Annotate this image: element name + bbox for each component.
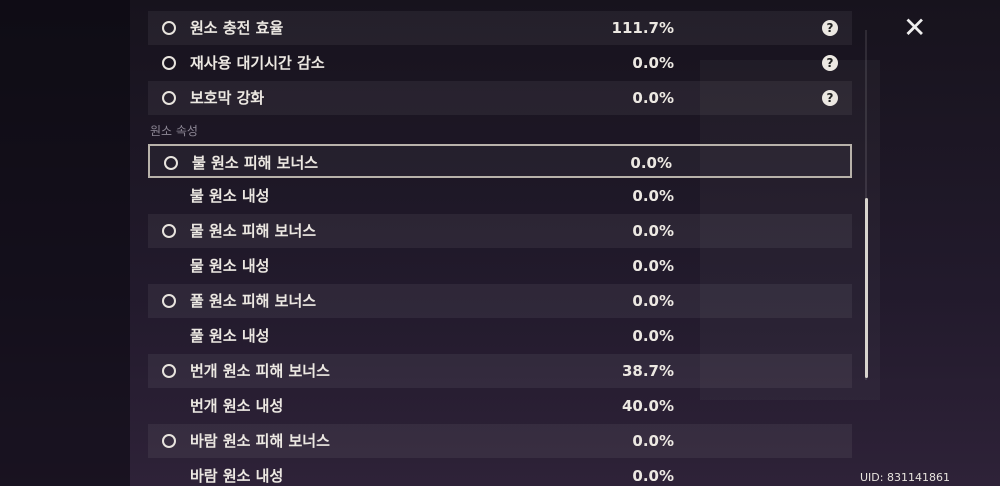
stat-row[interactable]: 물 원소 내성 0.0% (148, 249, 852, 283)
stat-row[interactable]: 풀 원소 피해 보너스 0.0% (148, 284, 852, 318)
stat-icon (162, 364, 176, 378)
stat-value: 0.0% (632, 257, 674, 275)
stat-icon (162, 434, 176, 448)
help-button[interactable]: ? (822, 55, 838, 71)
stat-row[interactable]: 물 원소 피해 보너스 0.0% (148, 214, 852, 248)
stat-row[interactable]: 재사용 대기시간 감소 0.0%? (148, 46, 852, 80)
stat-row[interactable]: 번개 원소 내성 40.0% (148, 389, 852, 423)
stat-label: 물 원소 피해 보너스 (190, 222, 317, 240)
stat-row[interactable]: 불 원소 피해 보너스 0.0% (148, 144, 852, 178)
stat-value: 0.0% (632, 54, 674, 72)
stat-row[interactable]: 바람 원소 내성 0.0% (148, 459, 852, 486)
stat-label: 풀 원소 피해 보너스 (190, 292, 317, 310)
stat-label: 바람 원소 내성 (190, 467, 284, 485)
stat-icon (162, 91, 176, 105)
stat-icon (162, 56, 176, 70)
stat-label: 불 원소 내성 (190, 187, 270, 205)
stat-label: 불 원소 피해 보너스 (192, 154, 319, 172)
stat-label: 풀 원소 내성 (190, 327, 270, 345)
side-menu (0, 0, 130, 486)
stat-row[interactable]: 불 원소 내성 0.0% (148, 179, 852, 213)
close-button[interactable]: ✕ (903, 11, 927, 44)
stat-value: 0.0% (632, 327, 674, 345)
stat-label: 번개 원소 피해 보너스 (190, 362, 330, 380)
stat-value: 0.0% (630, 154, 672, 172)
stat-value: 0.0% (632, 467, 674, 485)
stat-label: 물 원소 내성 (190, 257, 270, 275)
help-button[interactable]: ? (822, 90, 838, 106)
stat-value: 38.7% (621, 362, 674, 380)
stat-label: 원소 충전 효율 (190, 19, 284, 37)
stat-label: 재사용 대기시간 감소 (190, 54, 325, 72)
stat-icon (162, 294, 176, 308)
uid: UID: 831141861 (860, 471, 950, 484)
stat-label: 바람 원소 피해 보너스 (190, 432, 330, 450)
stat-value: 111.7% (611, 19, 674, 37)
stat-label: 보호막 강화 (190, 89, 265, 107)
stat-row[interactable]: 번개 원소 피해 보너스 38.7% (148, 354, 852, 388)
stat-icon (162, 224, 176, 238)
stat-row[interactable]: 보호막 강화 0.0%? (148, 81, 852, 115)
stat-value: 0.0% (632, 432, 674, 450)
stat-value: 40.0% (621, 397, 674, 415)
stat-label: 번개 원소 내성 (190, 397, 284, 415)
stat-row[interactable]: 원소 충전 효율 111.7%? (148, 11, 852, 45)
stat-row[interactable]: 풀 원소 내성 0.0% (148, 319, 852, 353)
section-title: 원소 속성 (150, 124, 198, 138)
help-button[interactable]: ? (822, 20, 838, 36)
scroll-thumb[interactable] (865, 198, 868, 378)
stat-row[interactable]: 바람 원소 피해 보너스 0.0% (148, 424, 852, 458)
stat-value: 0.0% (632, 89, 674, 107)
stat-icon (164, 156, 178, 170)
stat-value: 0.0% (632, 222, 674, 240)
stat-value: 0.0% (632, 187, 674, 205)
stat-icon (162, 21, 176, 35)
stat-value: 0.0% (632, 292, 674, 310)
